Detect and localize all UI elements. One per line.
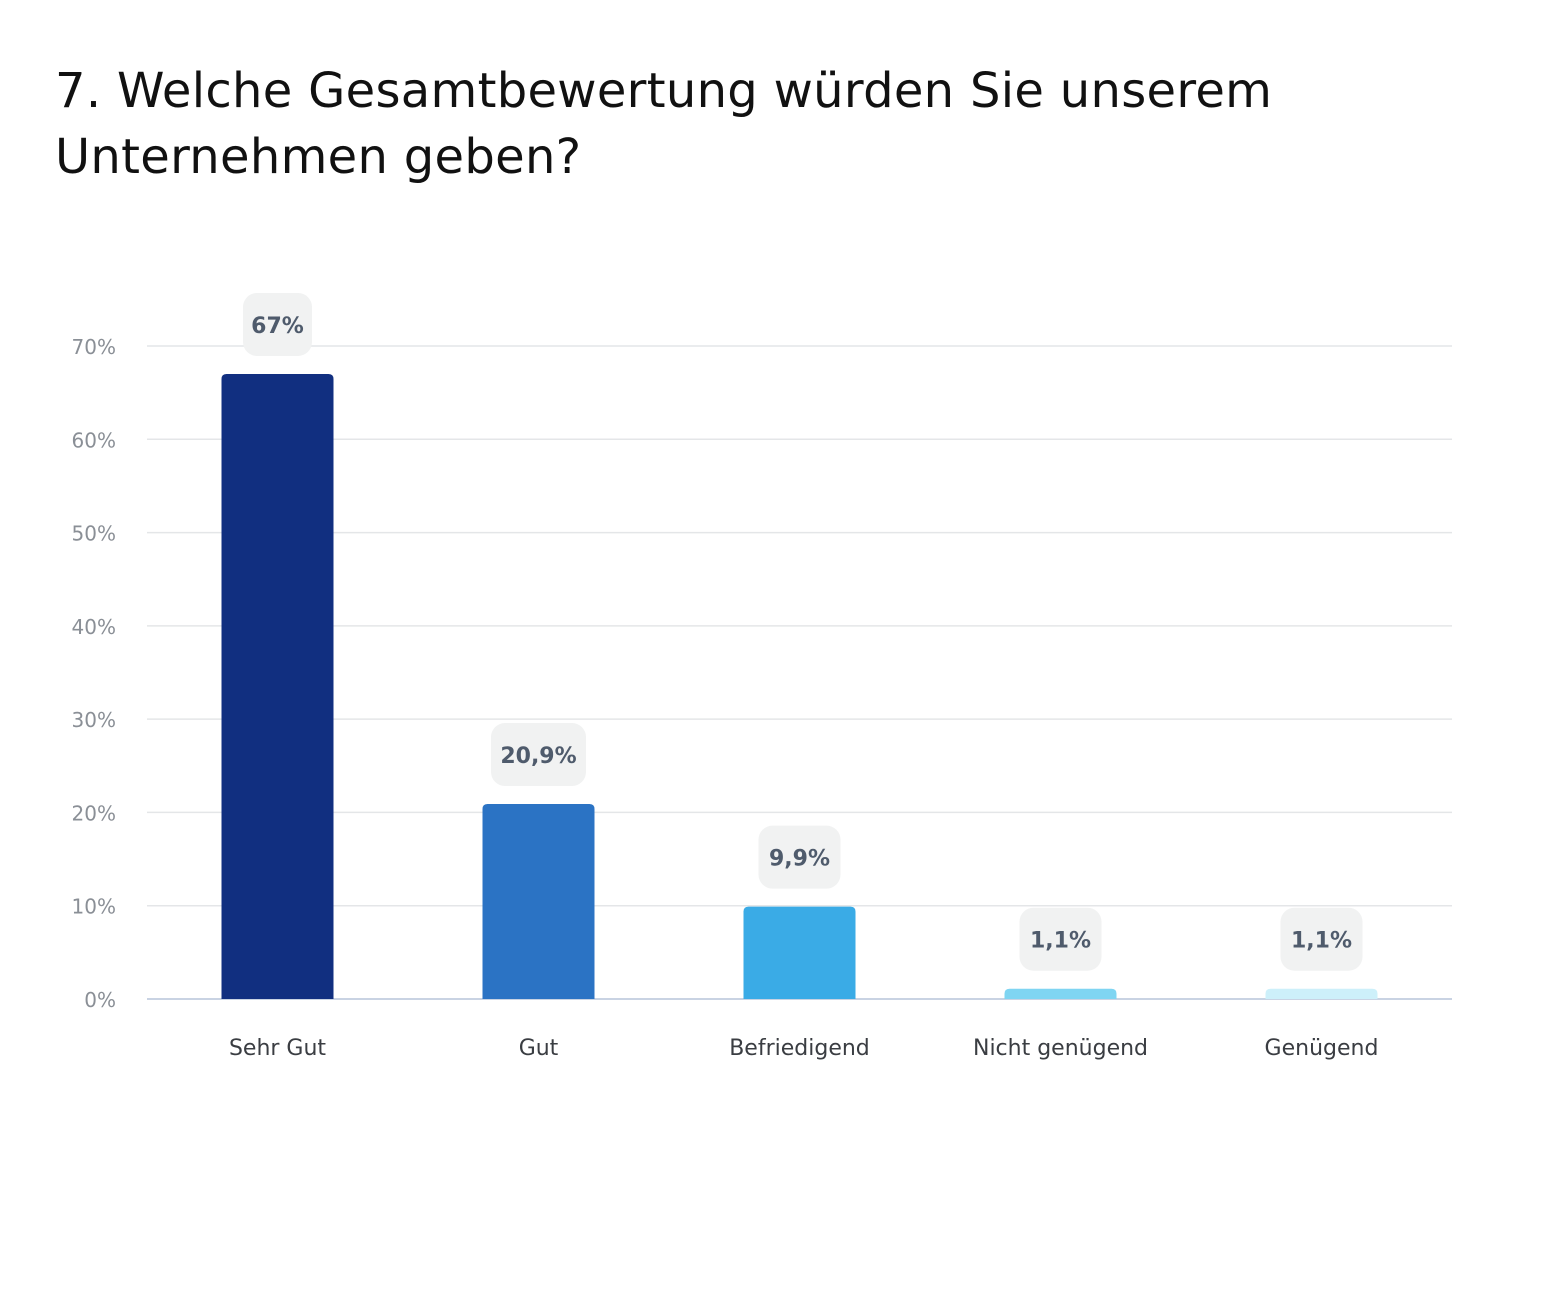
x-tick-label: Befriedigend: [729, 1036, 870, 1061]
bar: [482, 804, 595, 999]
bar: [743, 906, 856, 999]
x-tick-label: Gut: [519, 1036, 559, 1061]
x-tick-label: Sehr Gut: [229, 1036, 326, 1061]
y-tick-label: 50%: [72, 522, 116, 546]
x-tick-label: Nicht genügend: [973, 1036, 1148, 1061]
data-label-bg: [758, 825, 841, 889]
data-label-bg: [1019, 907, 1102, 971]
data-label: 20,9%: [500, 744, 576, 769]
y-tick-label: 10%: [72, 895, 116, 919]
data-label-bg: [491, 723, 586, 787]
y-tick-label: 40%: [72, 615, 116, 639]
data-label: 1,1%: [1030, 929, 1091, 954]
bar: [221, 373, 334, 999]
y-tick-label: 70%: [72, 335, 116, 359]
bar: [1004, 988, 1117, 999]
chart-title: 7. Welche Gesamtbewertung würden Sie uns…: [55, 63, 1273, 185]
data-label-bg: [243, 292, 312, 356]
data-label: 1,1%: [1291, 929, 1352, 954]
y-tick-label: 20%: [72, 801, 116, 825]
x-tick-label: Genügend: [1265, 1036, 1379, 1061]
data-label: 67%: [251, 314, 304, 339]
y-tick-label: 30%: [72, 708, 116, 732]
y-tick-label: 60%: [72, 428, 116, 452]
data-label: 9,9%: [769, 847, 830, 872]
y-tick-label: 0%: [84, 988, 116, 1012]
data-label-bg: [1280, 907, 1363, 971]
bar: [1265, 988, 1378, 999]
